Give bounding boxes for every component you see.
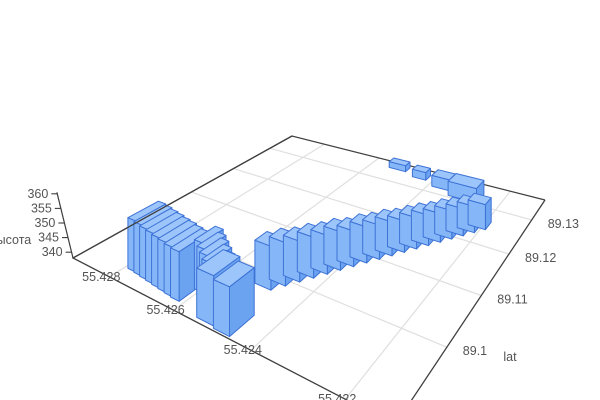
bar-top-face[interactable] — [467, 192, 492, 206]
z-axis-line — [56, 192, 74, 259]
z-tick-label: 345 — [38, 231, 59, 245]
z-tick-label: 350 — [35, 216, 56, 230]
bar-front-face[interactable] — [170, 247, 180, 302]
z-tick-label: 355 — [31, 201, 52, 215]
bar-front-face[interactable] — [196, 267, 215, 327]
lat-tick-label: 89.13 — [548, 217, 579, 231]
bar-top-face[interactable] — [198, 237, 230, 257]
lon-tick-label: 55.424 — [224, 343, 262, 357]
bar-top-face[interactable] — [196, 249, 241, 277]
bar-top-face[interactable] — [388, 157, 411, 167]
z-axis — [51, 192, 74, 259]
bar-top-face[interactable] — [193, 225, 224, 244]
lat-tick-label: 89.12 — [525, 251, 556, 265]
z-tick-label: 360 — [27, 187, 48, 201]
bar[interactable] — [212, 260, 255, 338]
lat-axis-title: lat — [503, 350, 517, 364]
bars-layer — [127, 157, 492, 338]
lat-tick-label: 89.11 — [497, 293, 527, 307]
bar[interactable] — [467, 192, 492, 231]
bar-top-face[interactable] — [196, 231, 227, 250]
bar-top-face[interactable] — [151, 216, 191, 239]
z-axis-title: высота — [0, 233, 31, 247]
bar-top-face[interactable] — [447, 173, 485, 190]
bar-top-face[interactable] — [163, 224, 204, 248]
bar[interactable] — [388, 157, 411, 173]
bar-top-face[interactable] — [145, 211, 185, 234]
bar-front-face[interactable] — [212, 279, 230, 338]
lat-tick-label: 89.1 — [463, 344, 487, 358]
bar-top-face[interactable] — [157, 219, 197, 243]
lon-tick-label: 55.422 — [318, 392, 356, 400]
bar-top-face[interactable] — [139, 208, 179, 230]
bar-front-face[interactable] — [254, 239, 272, 291]
bar[interactable] — [411, 164, 431, 181]
lon-tick-label: 55.428 — [82, 270, 120, 284]
grid-line-lat — [233, 168, 510, 255]
bar-top-face[interactable] — [411, 164, 431, 174]
bar-top-face[interactable] — [127, 200, 167, 222]
z-tick-label: 340 — [42, 245, 63, 259]
bar-top-face[interactable] — [212, 260, 255, 288]
bar-top-face[interactable] — [133, 204, 173, 226]
floor-edge-front-right — [410, 199, 546, 400]
lon-tick-label: 55.426 — [146, 303, 184, 317]
